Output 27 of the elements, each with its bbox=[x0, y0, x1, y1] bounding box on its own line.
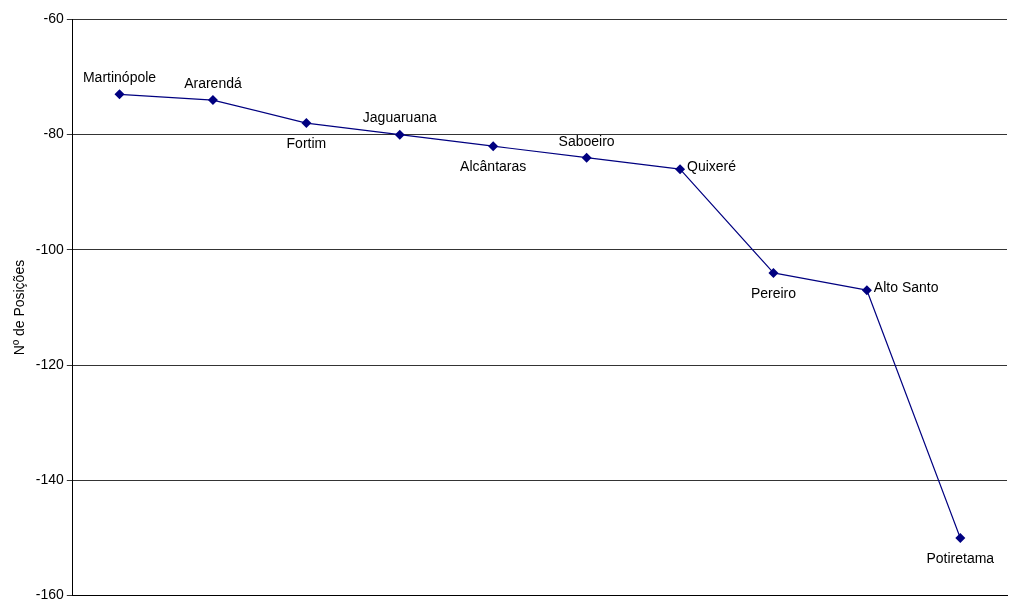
annotation: Alcântaras bbox=[460, 158, 527, 175]
annotation: Pereiro bbox=[750, 284, 797, 301]
y-tick-label: -80 bbox=[43, 125, 65, 142]
annotation: Fortim bbox=[286, 134, 327, 151]
annotation: Ararendá bbox=[184, 74, 242, 91]
point bbox=[581, 152, 592, 163]
point bbox=[114, 89, 125, 100]
annotation: Quixeré bbox=[687, 158, 737, 175]
annotation: Alto Santo bbox=[873, 279, 939, 296]
annotation: Potiretama bbox=[926, 549, 995, 566]
y-tick-label: -120 bbox=[35, 355, 65, 372]
point bbox=[955, 532, 966, 543]
point bbox=[207, 95, 218, 106]
point bbox=[768, 267, 779, 278]
annotation: Jaguaruana bbox=[362, 109, 437, 126]
y-axis-title: Nº de Posições bbox=[11, 259, 28, 356]
point bbox=[675, 164, 686, 175]
annotation: Saboeiro bbox=[558, 132, 615, 149]
point bbox=[301, 118, 312, 129]
y-tick-label: -160 bbox=[35, 586, 65, 603]
y-tick-label: -60 bbox=[43, 10, 65, 27]
point bbox=[861, 285, 872, 296]
point bbox=[394, 129, 405, 140]
point bbox=[488, 141, 499, 152]
y-tick-label: -140 bbox=[35, 471, 65, 488]
annotation: Martinópole bbox=[82, 69, 157, 86]
y-tick-label: -100 bbox=[35, 240, 65, 257]
